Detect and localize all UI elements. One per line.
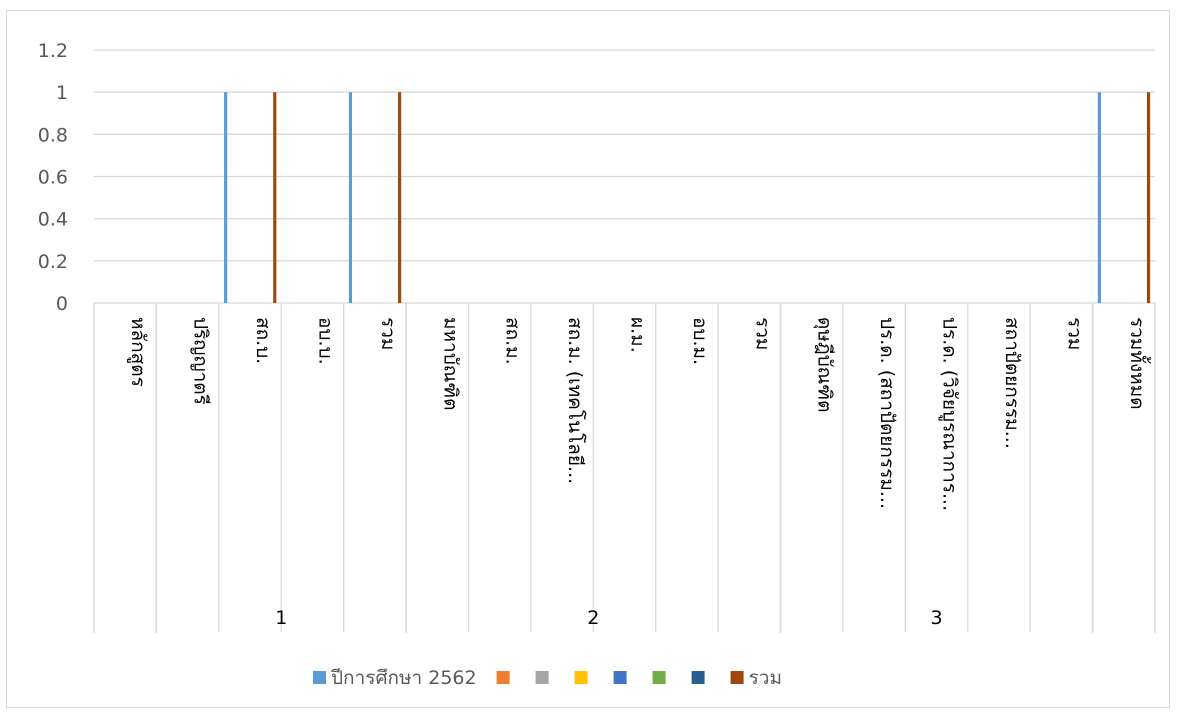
y-axis-ticks: 0 0.2 0.4 0.6 0.8 1 1.2 — [38, 40, 68, 315]
y-tick-label: 0 — [56, 293, 68, 315]
category-label: ปร.ด. (สถาปัตยกรรม... — [876, 317, 898, 509]
bar — [1146, 92, 1151, 304]
chart-frame — [6, 10, 1170, 708]
category-label: ผ.ม. — [627, 317, 649, 353]
category-label: มหาบัณฑิต — [439, 317, 461, 411]
y-tick-label: 1 — [56, 82, 68, 104]
bar — [1097, 92, 1101, 304]
gridlines — [94, 49, 1155, 304]
category-label: รวมทั้งหมด — [1126, 317, 1151, 410]
category-label: รวม — [1063, 317, 1085, 350]
category-label: รวม — [751, 317, 773, 350]
bar — [398, 92, 402, 304]
legend-label: ปีการศึกษา 2562 — [330, 667, 476, 689]
category-label: อบ.บ. — [314, 317, 336, 365]
legend-label: รวม — [749, 667, 782, 689]
legend: ปีการศึกษา 2562 รวม — [313, 667, 782, 689]
legend-swatch — [574, 671, 588, 684]
y-tick-label: 0.8 — [38, 124, 68, 146]
legend-swatch — [313, 671, 326, 684]
category-label: หลักสูตร — [127, 317, 149, 387]
group-label: 1 — [275, 607, 287, 629]
legend-swatch — [535, 671, 549, 684]
group-label: 2 — [587, 607, 599, 629]
category-label: สถ.ม. — [502, 317, 524, 365]
legend-swatch — [496, 671, 510, 684]
y-tick-label: 0.4 — [38, 209, 68, 231]
category-label: สถาปัตยกรรม... — [1001, 317, 1023, 449]
y-tick-label: 0.2 — [38, 251, 68, 273]
category-label: ปร.ด. (วิจัยบูรณาการ... — [939, 317, 961, 511]
legend-swatch — [691, 671, 705, 684]
category-label: ปริญญาตรี — [190, 317, 212, 405]
y-tick-label: 1.2 — [38, 40, 68, 62]
bar — [273, 92, 277, 304]
category-label: ดุษฎีบัณฑิต — [813, 317, 836, 412]
legend-swatch — [730, 671, 744, 684]
category-label: รวม — [377, 317, 399, 350]
bar — [348, 92, 353, 304]
bars — [224, 92, 1151, 304]
y-tick-label: 0.6 — [38, 167, 68, 189]
category-label: สถ.บ. — [252, 317, 274, 364]
legend-swatch — [652, 671, 666, 684]
group-label: 3 — [931, 607, 943, 629]
category-axis: หลักสูตร ปริญญาตรี สถ.บ. อบ.บ. รวม มหาบัณฑิต ส… — [93, 303, 1156, 633]
category-label: อบ.ม. — [689, 317, 711, 365]
category-label: สถ.ม. (เทคโนโลยี... — [564, 317, 587, 484]
bar — [224, 92, 228, 304]
legend-swatch — [613, 671, 627, 684]
